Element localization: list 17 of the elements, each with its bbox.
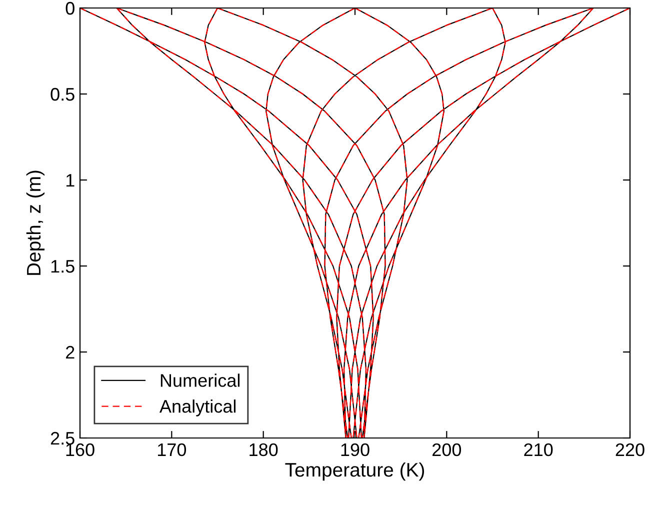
- x-tick-label: 180: [250, 443, 278, 456]
- y-axis-title: Depth, z (m): [26, 170, 44, 275]
- x-tick-label: 200: [432, 443, 462, 456]
- legend-label: Analytical: [159, 400, 236, 416]
- x-tick-label: 220: [616, 443, 644, 456]
- x-tick-label: 160: [66, 443, 94, 456]
- legend-label: Numerical: [160, 374, 240, 387]
- x-axis-title: Temperature (K): [285, 462, 424, 481]
- y-tick-label: 1: [66, 174, 74, 187]
- y-tick-label: 2: [66, 346, 74, 359]
- y-tick-label: 2.5: [50, 432, 74, 445]
- y-tick-label: 0.5: [50, 88, 74, 101]
- x-tick-label: 190: [341, 443, 370, 456]
- y-tick-label: 0: [66, 2, 74, 15]
- x-tick-label: 170: [158, 443, 186, 456]
- x-tick-label: 210: [524, 443, 553, 456]
- y-tick-label: 1.5: [51, 260, 74, 273]
